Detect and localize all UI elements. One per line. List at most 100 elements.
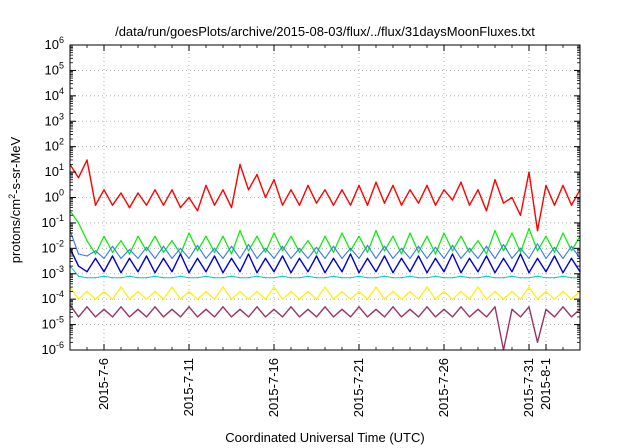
y-tick-label: 10-3 — [42, 264, 64, 281]
series — [69, 159, 581, 232]
ticks — [69, 44, 581, 351]
series-point — [536, 257, 539, 259]
chart-title: /data/run/goesPlots/archive/2015-08-03/f… — [115, 24, 535, 39]
x-tick-label: 2015-7-16 — [266, 358, 281, 417]
series-point — [103, 189, 105, 191]
series-point — [247, 189, 250, 191]
series-point — [400, 257, 403, 259]
series-point — [315, 277, 318, 279]
series-point — [230, 257, 233, 259]
series — [69, 286, 581, 300]
series-point — [511, 275, 513, 277]
series-point — [528, 272, 530, 274]
series-point — [366, 298, 369, 300]
series-point — [103, 235, 105, 237]
series-point — [545, 271, 547, 273]
series-point — [213, 277, 216, 279]
y-tick-label: 10-2 — [42, 238, 64, 255]
series-point — [477, 277, 479, 279]
series-point — [426, 235, 428, 237]
series-point — [264, 316, 267, 318]
series-point — [256, 272, 258, 274]
series-point — [77, 253, 80, 255]
series-point — [553, 316, 556, 318]
series-point — [434, 275, 437, 277]
series-point — [511, 196, 513, 199]
series-point — [400, 277, 403, 279]
series-point — [332, 316, 335, 318]
series-point — [120, 192, 122, 194]
y-tick-label-base: 10 — [45, 139, 59, 154]
series-point — [570, 298, 573, 300]
y-tick-label-exp: 3 — [59, 111, 64, 121]
grid — [70, 45, 580, 350]
series-point — [137, 290, 139, 293]
series-point — [247, 250, 250, 252]
series-point — [171, 286, 173, 288]
series-point — [494, 277, 496, 279]
series-point — [239, 290, 241, 293]
y-tick-label-exp: 6 — [59, 35, 64, 45]
series-point — [86, 255, 88, 257]
series-point — [502, 277, 505, 279]
series-point — [468, 247, 471, 249]
series-point — [502, 257, 505, 259]
series-point — [213, 255, 216, 257]
series-point — [349, 204, 352, 206]
series-point — [154, 290, 156, 293]
series-point — [77, 177, 80, 179]
series-point — [222, 277, 224, 279]
series-point — [468, 316, 471, 318]
y-tick-label: 10-5 — [42, 315, 64, 332]
series-point — [86, 240, 88, 242]
series-point — [332, 257, 335, 259]
series-point — [222, 235, 224, 237]
series-point — [94, 316, 97, 318]
series-point — [349, 298, 352, 300]
series-point — [383, 255, 386, 257]
series-point — [290, 306, 292, 308]
y-tick-label-base: 10 — [42, 342, 56, 357]
y-tick-label-exp: -5 — [56, 315, 64, 325]
series-point — [341, 232, 343, 234]
series-point — [86, 306, 88, 308]
series-point — [528, 286, 530, 288]
series-point — [273, 277, 275, 279]
series-point — [205, 257, 207, 259]
series-point — [400, 316, 403, 318]
series-point — [562, 306, 564, 308]
series-point — [137, 235, 139, 237]
y-tick-label: 105 — [45, 60, 64, 77]
series-point — [179, 207, 182, 209]
series-point — [324, 189, 326, 191]
series-group — [69, 159, 581, 351]
series — [69, 265, 581, 279]
series-point — [562, 184, 564, 186]
series-point — [290, 235, 292, 237]
series-point — [468, 257, 471, 259]
series-point — [324, 257, 326, 259]
series-point — [409, 189, 411, 191]
series-point — [494, 179, 496, 181]
y-axis-title-sup: 2 — [7, 194, 17, 199]
y-tick-label-base: 10 — [45, 37, 59, 52]
series-point — [545, 277, 547, 279]
y-tick-label-base: 10 — [42, 215, 56, 230]
x-axis-title: Coordinated Universal Time (UTC) — [225, 430, 424, 445]
series-point — [468, 251, 471, 253]
series-point — [426, 306, 428, 308]
series-point — [162, 251, 165, 253]
series-point — [324, 272, 326, 274]
series-point — [426, 277, 428, 279]
series-point — [77, 265, 80, 267]
series-point — [502, 244, 505, 246]
series-point — [171, 189, 173, 191]
series-point — [375, 257, 377, 259]
series-point — [366, 244, 369, 246]
series-point — [205, 184, 207, 186]
series-point — [349, 316, 352, 318]
series-point — [290, 257, 292, 259]
series-point — [298, 251, 301, 253]
series — [69, 247, 581, 274]
series-point — [553, 204, 556, 206]
